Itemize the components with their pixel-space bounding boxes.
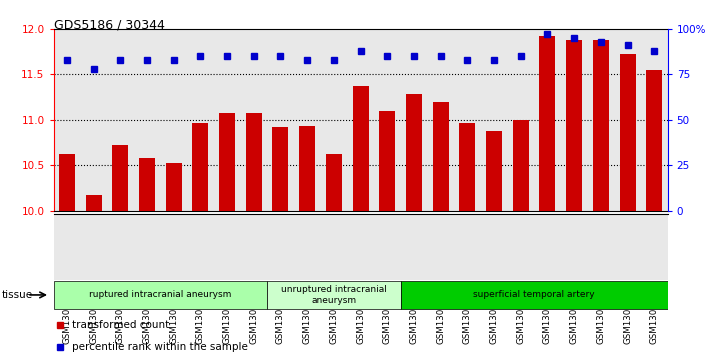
Text: GDS5186 / 30344: GDS5186 / 30344 — [54, 18, 164, 31]
Bar — [459, 122, 476, 211]
Bar — [433, 102, 448, 211]
Bar — [59, 154, 75, 211]
Text: tissue: tissue — [1, 290, 33, 300]
Bar — [406, 94, 422, 211]
Text: ruptured intracranial aneurysm: ruptured intracranial aneurysm — [89, 290, 231, 299]
Bar — [486, 131, 502, 211]
Bar — [353, 86, 368, 211]
Bar — [246, 113, 262, 211]
Bar — [540, 36, 555, 211]
Bar — [267, 281, 401, 309]
Bar — [379, 111, 396, 211]
Text: superficial temporal artery: superficial temporal artery — [473, 290, 595, 299]
Bar — [273, 127, 288, 211]
Bar — [54, 281, 267, 309]
Bar — [299, 126, 315, 211]
Bar — [566, 40, 582, 211]
Bar — [139, 158, 155, 211]
Bar — [166, 163, 181, 211]
Bar — [86, 195, 101, 211]
Bar — [646, 70, 663, 211]
Bar — [219, 113, 235, 211]
Bar — [112, 145, 129, 211]
Bar — [593, 40, 609, 211]
Bar — [513, 120, 529, 211]
Text: transformed count: transformed count — [72, 320, 169, 330]
Bar — [620, 54, 635, 211]
Text: percentile rank within the sample: percentile rank within the sample — [72, 342, 248, 352]
Bar — [326, 154, 342, 211]
Bar — [192, 122, 208, 211]
Bar — [401, 281, 668, 309]
Text: unruptured intracranial
aneurysm: unruptured intracranial aneurysm — [281, 285, 387, 305]
